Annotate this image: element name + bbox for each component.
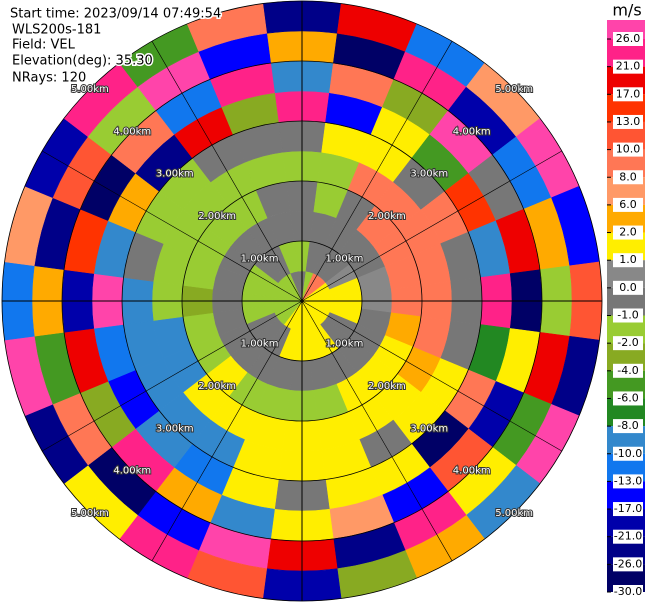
colorbar-label-bg (613, 391, 643, 406)
colorbar-label: 26.0 (616, 32, 641, 45)
range-ring (181, 180, 423, 422)
range-label: 2.00km (198, 381, 236, 392)
range-label: 3.00km (410, 169, 448, 180)
range-label: 2.00km (368, 211, 406, 222)
colorbar-label: 8.0 (619, 170, 637, 183)
colorbar: 26.0 21.0 17.0 13.0 10.0 8.0 6.0 2.0 1.0 0.0 -1.0 -… (607, 20, 645, 599)
range-label: 4.00km (113, 126, 151, 137)
range-label: 4.00km (453, 126, 491, 137)
range-ring (241, 240, 363, 362)
colorbar-label: -4.0 (617, 364, 638, 377)
colorbar-label-bg (613, 308, 643, 323)
range-label: 4.00km (113, 466, 151, 477)
colorbar-label-bg (613, 502, 643, 517)
range-label: 5.00km (495, 508, 533, 519)
range-label: 5.00km (495, 84, 533, 95)
colorbar-label: -30.0 (614, 585, 642, 598)
colorbar-label-bg (613, 253, 643, 268)
colorbar-label-bg (613, 32, 643, 46)
colorbar-label-bg (613, 419, 643, 434)
field: Field: VEL (12, 38, 76, 53)
range-label: 5.00km (71, 508, 109, 519)
range-label: 1.00km (326, 338, 364, 349)
colorbar-label-bg (613, 87, 643, 102)
colorbar-label-bg (613, 585, 643, 599)
range-label: 3.00km (410, 423, 448, 434)
colorbar-label: -6.0 (617, 391, 638, 404)
range-label: 1.00km (241, 338, 279, 349)
range-ring (121, 120, 483, 482)
colorbar-label-bg (613, 474, 643, 489)
colorbar-label-bg (613, 557, 643, 572)
colorbar-title: m/s (612, 1, 641, 20)
colorbar-label: -13.0 (614, 474, 642, 487)
colorbar-label: -2.0 (617, 336, 638, 349)
range-label: 1.00km (241, 254, 279, 265)
range-ring (61, 60, 543, 542)
colorbar-label-bg (613, 280, 643, 295)
colorbar-label-bg (613, 197, 643, 212)
colorbar-label-bg (613, 59, 643, 74)
range-label: 3.00km (156, 169, 194, 180)
colorbar-label-bg (613, 225, 643, 240)
colorbar-label-bg (613, 363, 643, 378)
range-ring (1, 0, 603, 602)
colorbar-label: 0.0 (619, 281, 637, 294)
range-label: 4.00km (453, 466, 491, 477)
nrays: NRays: 120 (12, 71, 86, 86)
colorbar-label-bg (613, 114, 643, 129)
colorbar-label: 6.0 (619, 198, 637, 211)
colorbar-label: 1.0 (619, 253, 637, 266)
range-label: 5.00km (71, 84, 109, 95)
colorbar-label: -17.0 (614, 502, 642, 515)
colorbar-label-bg (613, 446, 643, 461)
colorbar-label-bg (613, 170, 643, 185)
spoke (151, 41, 453, 561)
colorbar-label-bg (613, 142, 643, 157)
overlay: 1.00km 1.00km 1.00km 1.00km 2.00km 2.00km 2.00… (1, 0, 603, 602)
start-time: Start time: 2023/09/14 07:49:54 (10, 7, 221, 22)
colorbar-label: -26.0 (614, 557, 642, 570)
colorbar-label: -8.0 (617, 419, 638, 432)
colorbar-label: 17.0 (616, 87, 641, 100)
range-label: 3.00km (156, 423, 194, 434)
colorbar-label: -10.0 (614, 447, 642, 460)
range-label: 2.00km (198, 211, 236, 222)
range-label: 1.00km (326, 254, 364, 265)
elevation: Elevation(deg): 35.30 (12, 54, 153, 69)
colorbar-label-bg (613, 529, 643, 544)
colorbar-label: 2.0 (619, 226, 637, 239)
velocity-field (1, 0, 603, 602)
colorbar-label: -21.0 (614, 530, 642, 543)
colorbar-label-bg (613, 336, 643, 351)
range-label: 2.00km (368, 381, 406, 392)
colorbar-label: 21.0 (616, 60, 641, 73)
colorbar-label: 10.0 (616, 143, 641, 156)
colorbar-label: -1.0 (617, 309, 638, 322)
colorbar-label: 13.0 (616, 115, 641, 128)
site: WLS200s-181 (12, 23, 101, 38)
